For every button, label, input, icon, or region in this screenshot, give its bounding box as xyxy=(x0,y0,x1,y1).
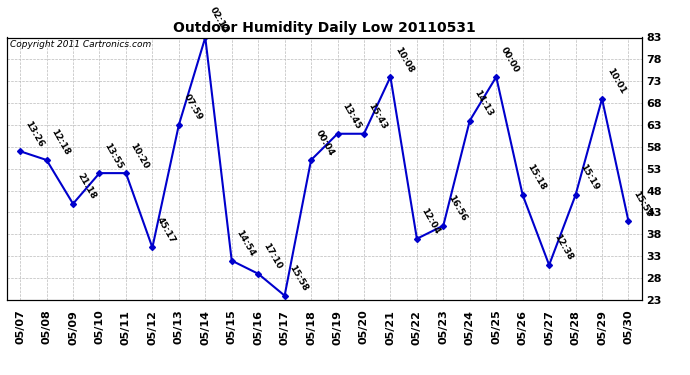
Text: 17:10: 17:10 xyxy=(261,242,283,271)
Text: 00:04: 00:04 xyxy=(314,128,336,157)
Title: Outdoor Humidity Daily Low 20110531: Outdoor Humidity Daily Low 20110531 xyxy=(173,21,475,35)
Text: 10:01: 10:01 xyxy=(605,67,627,96)
Text: Copyright 2011 Cartronics.com: Copyright 2011 Cartronics.com xyxy=(10,40,151,49)
Text: 12:18: 12:18 xyxy=(50,128,72,157)
Text: 15:58: 15:58 xyxy=(288,264,310,293)
Text: 15:55: 15:55 xyxy=(631,189,653,219)
Text: 12:38: 12:38 xyxy=(552,233,574,262)
Text: 45:17: 45:17 xyxy=(155,215,177,245)
Text: 02:14: 02:14 xyxy=(208,5,230,35)
Text: 12:04: 12:04 xyxy=(420,207,442,236)
Text: 00:00: 00:00 xyxy=(499,45,521,74)
Text: 15:43: 15:43 xyxy=(367,102,389,131)
Text: 13:26: 13:26 xyxy=(23,119,45,148)
Text: 15:19: 15:19 xyxy=(578,163,600,192)
Text: 14:54: 14:54 xyxy=(235,228,257,258)
Text: 13:45: 13:45 xyxy=(340,102,362,131)
Text: 14:13: 14:13 xyxy=(473,88,495,118)
Text: 15:18: 15:18 xyxy=(526,163,548,192)
Text: 13:55: 13:55 xyxy=(102,141,124,170)
Text: 16:56: 16:56 xyxy=(446,194,469,223)
Text: 10:08: 10:08 xyxy=(393,45,415,74)
Text: 21:18: 21:18 xyxy=(76,172,98,201)
Text: 07:59: 07:59 xyxy=(181,93,204,122)
Text: 10:20: 10:20 xyxy=(129,141,150,170)
